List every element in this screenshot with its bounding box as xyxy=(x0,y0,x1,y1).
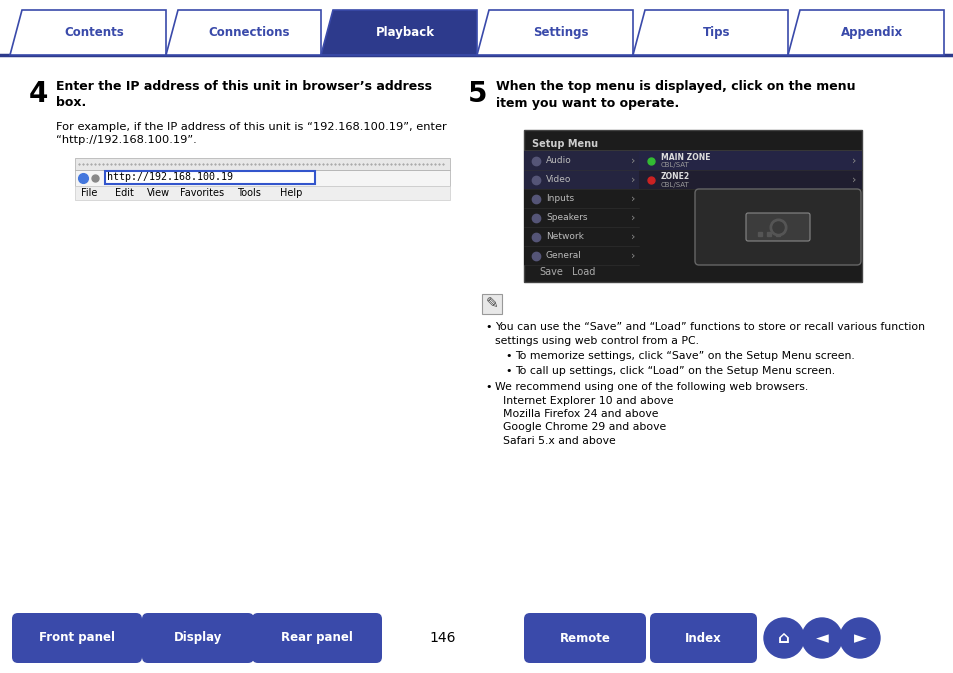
FancyBboxPatch shape xyxy=(105,171,314,184)
Text: Load: Load xyxy=(572,267,595,277)
Text: Settings: Settings xyxy=(533,26,588,39)
FancyBboxPatch shape xyxy=(523,613,645,663)
FancyBboxPatch shape xyxy=(523,246,639,265)
Text: Remote: Remote xyxy=(559,631,610,645)
Text: •: • xyxy=(484,322,491,332)
Text: Speakers: Speakers xyxy=(545,213,587,222)
Text: ►: ► xyxy=(853,629,865,647)
Text: ›: › xyxy=(630,194,635,203)
FancyBboxPatch shape xyxy=(649,613,757,663)
Polygon shape xyxy=(632,10,787,55)
Text: When the top menu is displayed, click on the menu
item you want to operate.: When the top menu is displayed, click on… xyxy=(496,80,855,110)
Text: Setup Menu: Setup Menu xyxy=(532,139,598,149)
Text: Tips: Tips xyxy=(702,26,729,39)
Text: •: • xyxy=(504,365,511,376)
Text: Save: Save xyxy=(538,267,562,277)
Text: Contents: Contents xyxy=(64,26,124,39)
FancyBboxPatch shape xyxy=(639,170,862,189)
FancyBboxPatch shape xyxy=(75,186,450,200)
Text: You can use the “Save” and “Load” functions to store or recall various function: You can use the “Save” and “Load” functi… xyxy=(495,322,924,332)
FancyBboxPatch shape xyxy=(639,246,862,265)
Text: ›: › xyxy=(851,174,855,184)
Polygon shape xyxy=(321,10,476,55)
Text: ›: › xyxy=(630,250,635,260)
FancyBboxPatch shape xyxy=(695,189,861,265)
Text: Edit: Edit xyxy=(115,188,133,198)
Text: File: File xyxy=(81,188,97,198)
Text: 4: 4 xyxy=(29,80,48,108)
FancyBboxPatch shape xyxy=(75,170,450,186)
Polygon shape xyxy=(787,10,943,55)
Text: Network: Network xyxy=(545,232,583,241)
Text: Appendix: Appendix xyxy=(841,26,902,39)
Text: Display: Display xyxy=(173,631,222,645)
FancyBboxPatch shape xyxy=(481,294,501,314)
FancyBboxPatch shape xyxy=(639,189,862,208)
Polygon shape xyxy=(476,10,632,55)
Circle shape xyxy=(801,618,841,658)
Text: Index: Index xyxy=(684,631,721,645)
Text: For example, if the IP address of this unit is “192.168.100.19”, enter
“http://1: For example, if the IP address of this u… xyxy=(56,122,446,145)
Text: Audio: Audio xyxy=(545,156,571,165)
Text: Mozilla Firefox 24 and above: Mozilla Firefox 24 and above xyxy=(502,409,658,419)
FancyBboxPatch shape xyxy=(523,151,639,170)
Text: Safari 5.x and above: Safari 5.x and above xyxy=(502,436,615,446)
Text: Connections: Connections xyxy=(209,26,290,39)
FancyBboxPatch shape xyxy=(523,208,639,227)
Text: •: • xyxy=(504,351,511,361)
Text: 146: 146 xyxy=(429,631,456,645)
FancyBboxPatch shape xyxy=(639,208,862,227)
Text: ›: › xyxy=(851,155,855,166)
Text: Help: Help xyxy=(280,188,302,198)
Text: Favorites: Favorites xyxy=(180,188,224,198)
FancyBboxPatch shape xyxy=(523,189,639,208)
FancyBboxPatch shape xyxy=(523,170,639,189)
Text: ✎: ✎ xyxy=(485,297,497,312)
Text: To memorize settings, click “Save” on the Setup Menu screen.: To memorize settings, click “Save” on th… xyxy=(515,351,854,361)
Text: Playback: Playback xyxy=(375,26,435,39)
Circle shape xyxy=(763,618,803,658)
Text: ›: › xyxy=(630,155,635,166)
Text: Tools: Tools xyxy=(236,188,260,198)
FancyBboxPatch shape xyxy=(523,130,862,282)
Text: Inputs: Inputs xyxy=(545,194,574,203)
Text: ⌂: ⌂ xyxy=(778,629,789,647)
FancyBboxPatch shape xyxy=(252,613,381,663)
Text: settings using web control from a PC.: settings using web control from a PC. xyxy=(495,336,699,345)
FancyBboxPatch shape xyxy=(745,213,809,241)
Polygon shape xyxy=(166,10,321,55)
Circle shape xyxy=(840,618,879,658)
FancyBboxPatch shape xyxy=(12,613,142,663)
Text: General: General xyxy=(545,251,581,260)
Text: ›: › xyxy=(630,232,635,242)
Text: CBL/SAT: CBL/SAT xyxy=(660,162,689,168)
Text: Google Chrome 29 and above: Google Chrome 29 and above xyxy=(502,423,665,433)
Text: ZONE2: ZONE2 xyxy=(660,172,689,181)
Text: We recommend using one of the following web browsers.: We recommend using one of the following … xyxy=(495,382,807,392)
Text: http://192.168.100.19: http://192.168.100.19 xyxy=(107,172,233,182)
Text: •: • xyxy=(484,382,491,392)
Polygon shape xyxy=(10,10,166,55)
Text: ◄: ◄ xyxy=(815,629,827,647)
FancyBboxPatch shape xyxy=(639,227,862,246)
Text: Internet Explorer 10 and above: Internet Explorer 10 and above xyxy=(502,396,673,406)
Text: Front panel: Front panel xyxy=(39,631,115,645)
Text: MAIN ZONE: MAIN ZONE xyxy=(660,153,710,162)
Text: CBL/SAT: CBL/SAT xyxy=(660,182,689,188)
Text: Enter the IP address of this unit in browser’s address
box.: Enter the IP address of this unit in bro… xyxy=(56,80,432,110)
Text: 5: 5 xyxy=(468,80,487,108)
Text: To call up settings, click “Load” on the Setup Menu screen.: To call up settings, click “Load” on the… xyxy=(515,365,834,376)
Text: Rear panel: Rear panel xyxy=(281,631,353,645)
Text: ›: › xyxy=(630,213,635,223)
Text: Video: Video xyxy=(545,175,571,184)
FancyBboxPatch shape xyxy=(142,613,253,663)
Text: View: View xyxy=(147,188,170,198)
FancyBboxPatch shape xyxy=(639,151,862,170)
Text: ›: › xyxy=(630,174,635,184)
FancyBboxPatch shape xyxy=(75,158,450,170)
FancyBboxPatch shape xyxy=(523,227,639,246)
